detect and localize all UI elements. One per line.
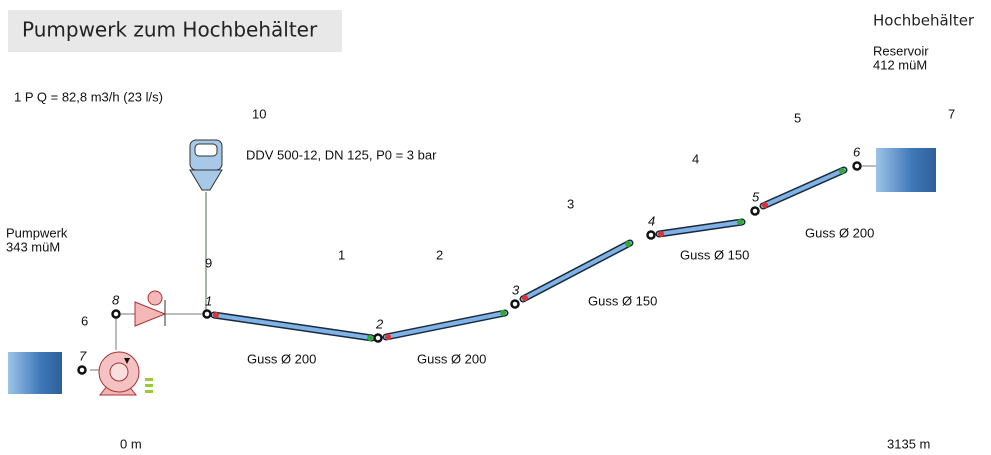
distance-end: 3135 m xyxy=(887,436,930,451)
node-label: 5 xyxy=(752,189,760,204)
pipe xyxy=(519,239,634,303)
pipe-material: Guss Ø 200 xyxy=(805,225,874,240)
node-label: 6 xyxy=(853,144,861,159)
reservoir-type: Reservoir xyxy=(873,43,929,58)
title-box xyxy=(8,10,342,52)
reservoir-shape xyxy=(876,148,936,192)
reservoir-elevation: 412 müM xyxy=(873,57,927,72)
pipe-ends xyxy=(213,168,845,341)
link-id: 7 xyxy=(948,106,955,121)
pipe-material: Guss Ø 200 xyxy=(417,351,486,366)
pipe-id: 2 xyxy=(436,247,443,262)
pressure-vessel xyxy=(189,139,223,310)
node-label: 7 xyxy=(79,348,87,363)
pipe-id: 3 xyxy=(567,196,574,211)
link-id: 6 xyxy=(81,313,88,328)
pipe-material: Guss Ø 150 xyxy=(680,247,749,262)
pipe xyxy=(382,309,509,341)
reservoir-name: Hochbehälter xyxy=(873,12,975,30)
pipe-id: 5 xyxy=(794,110,801,125)
pipe-id: 1 xyxy=(338,247,345,262)
pipe xyxy=(759,166,848,210)
pump xyxy=(90,290,202,396)
node-rings xyxy=(77,161,862,375)
pipe-material: Guss Ø 150 xyxy=(588,293,657,308)
pipe-id: 4 xyxy=(692,151,699,166)
vessel-label: DDV 500-12, DN 125, P0 = 3 bar xyxy=(246,147,437,162)
pumpstation-name: Pumpwerk xyxy=(6,225,68,240)
pump-flow: 1 P Q = 82,8 m3/h (23 l/s) xyxy=(14,89,163,104)
link-id: 9 xyxy=(205,255,212,270)
node-label: 1 xyxy=(205,293,212,308)
distance-start: 0 m xyxy=(120,436,142,451)
vessel-id: 10 xyxy=(252,106,266,121)
title: Pumpwerk zum Hochbehälter xyxy=(22,18,318,42)
pipe xyxy=(210,311,376,342)
pumpstation-elevation: 343 müM xyxy=(6,239,60,254)
node-label: 8 xyxy=(112,292,120,307)
pipe-material: Guss Ø 200 xyxy=(247,351,316,366)
reservoir-shape xyxy=(8,352,62,394)
node-label: 4 xyxy=(648,213,655,228)
node-label: 2 xyxy=(375,316,384,331)
pipe xyxy=(655,218,746,238)
node-label: 3 xyxy=(512,282,520,297)
